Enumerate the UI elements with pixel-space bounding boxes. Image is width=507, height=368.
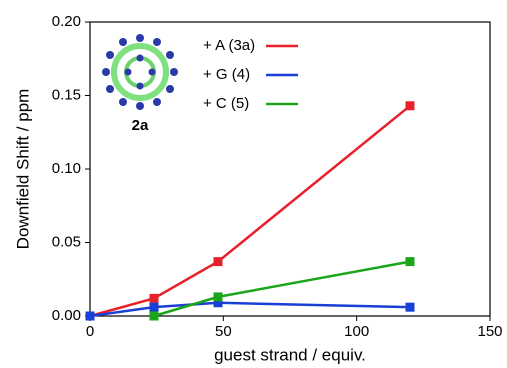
legend-label: + G (4) <box>203 66 250 83</box>
x-tick-label: 150 <box>477 323 502 340</box>
x-axis-label: guest strand / equiv. <box>214 345 366 364</box>
y-tick-label: 0.15 <box>52 86 81 103</box>
y-tick-label: 0.05 <box>52 233 81 250</box>
data-point <box>150 303 159 312</box>
x-tick-label: 0 <box>86 323 94 340</box>
y-tick-label: 0.00 <box>52 307 81 324</box>
series-line <box>90 106 410 316</box>
data-point <box>214 292 223 301</box>
x-tick-label: 50 <box>215 323 232 340</box>
legend-label: + A (3a) <box>203 37 255 54</box>
data-point <box>406 257 415 266</box>
molecule-icon <box>102 34 178 110</box>
legend-label: + C (5) <box>203 95 249 112</box>
series-line <box>90 303 410 316</box>
y-tick-label: 0.10 <box>52 160 81 177</box>
data-point <box>150 294 159 303</box>
chart: 2a guest strand / equiv. Downfield Shift… <box>0 0 507 368</box>
y-axis-label: Downfield Shift / ppm <box>13 89 32 250</box>
plot-frame <box>90 22 490 316</box>
series-line <box>154 262 410 316</box>
annotation: 2a <box>132 117 149 134</box>
data-point <box>86 312 95 321</box>
y-tick-label: 0.20 <box>52 13 81 30</box>
x-tick-label: 100 <box>344 323 369 340</box>
data-point <box>214 257 223 266</box>
data-point <box>150 312 159 321</box>
data-point <box>406 303 415 312</box>
data-point <box>406 101 415 110</box>
